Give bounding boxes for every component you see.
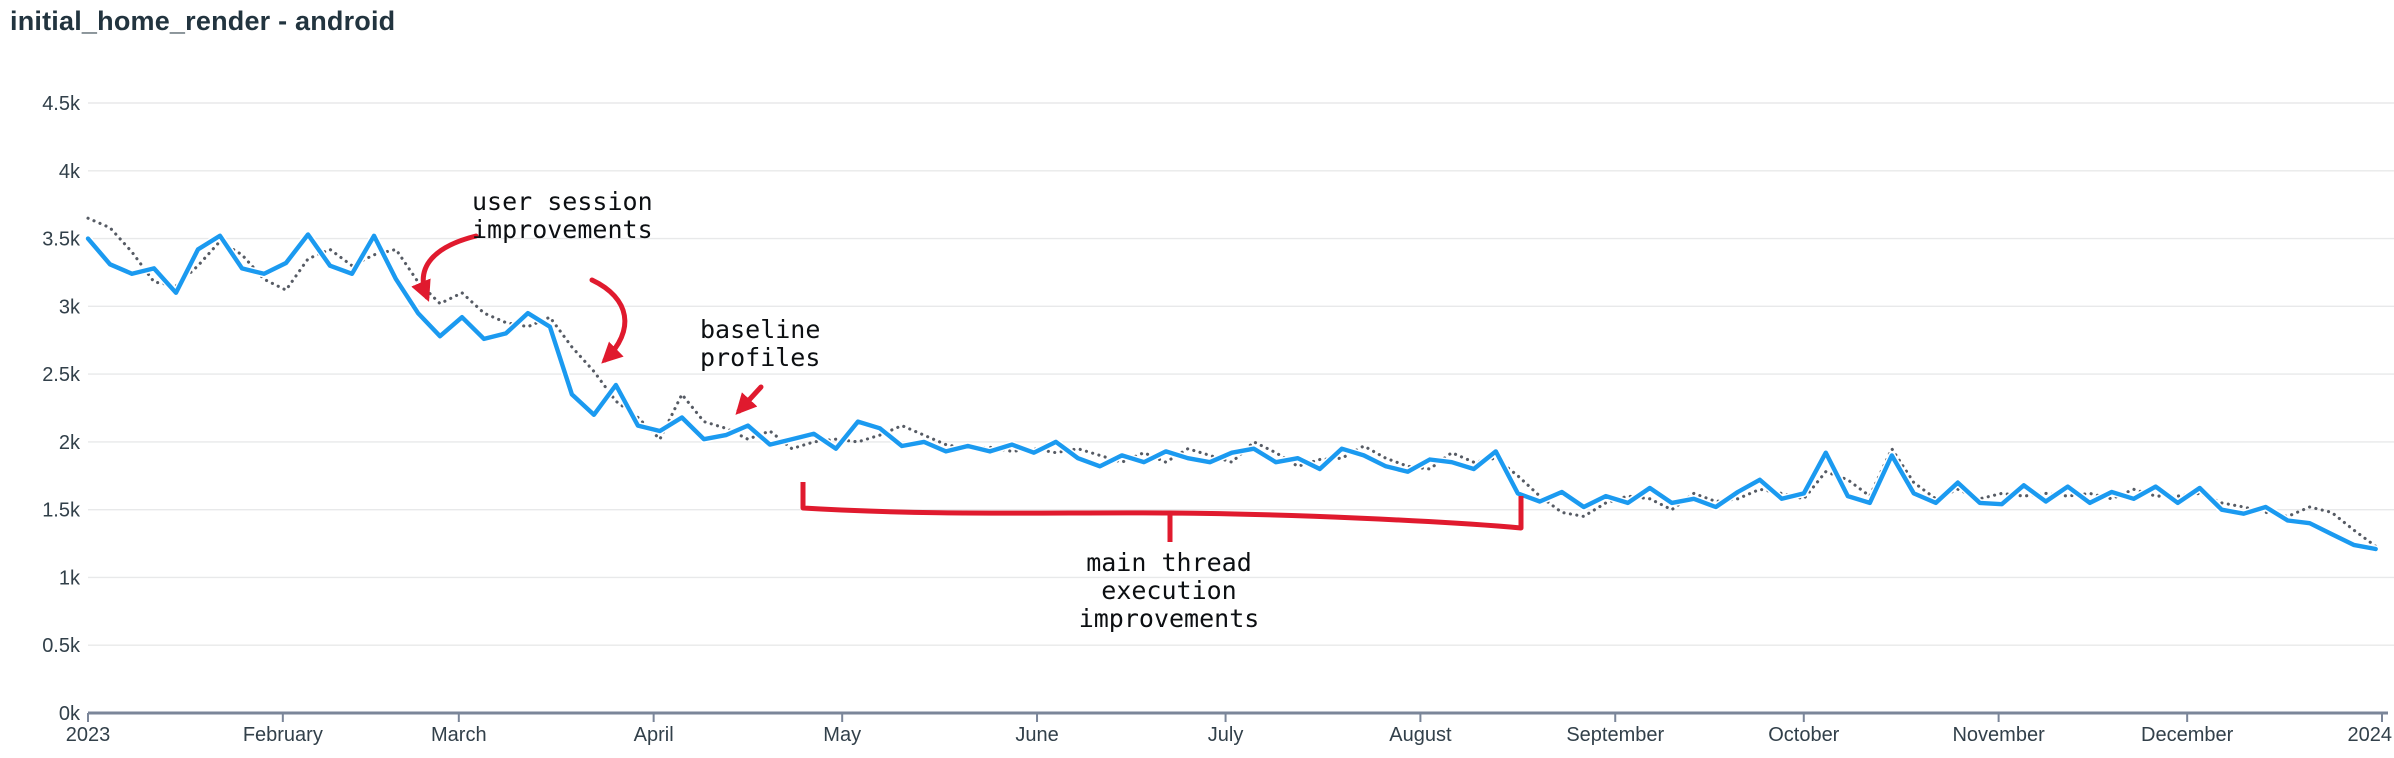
annotation-bracket-main-thread-execution-improvements (800, 482, 1524, 542)
series-lines (84, 216, 2380, 553)
x-tick-label: February (243, 724, 323, 746)
x-tick-label: September (1566, 724, 1664, 746)
dotted-series-line (86, 216, 2378, 548)
x-tick-label: 2023 (66, 724, 111, 746)
x-axis (87, 711, 2388, 722)
annotation-label-main-thread-execution-improvements: main thread execution improvements (1078, 548, 1260, 633)
x-axis-labels: 2023 February March April May June July August S… (66, 724, 2392, 746)
y-tick-label: 3.5k (42, 229, 81, 251)
annotation-arrow-user-session-improvements (589, 277, 628, 364)
x-tick-label: June (1015, 724, 1058, 746)
solid-series-casing (84, 230, 2380, 553)
y-tick-label: 2k (59, 432, 81, 454)
x-tick-label: December (2141, 724, 2234, 746)
x-tick-label: May (823, 724, 861, 746)
x-tick-label: 2024 (2348, 724, 2393, 746)
y-tick-label: 2.5k (42, 364, 81, 386)
y-tick-label: 1.5k (42, 500, 81, 522)
solid-series-line (85, 232, 2378, 552)
y-axis-labels: 0k 0.5k 1k 1.5k 2k 2.5k 3k 3.5k 4k 4.5k (42, 93, 81, 725)
x-tick-label: August (1389, 724, 1452, 746)
y-tick-label: 3k (59, 296, 81, 318)
x-tick-label: April (634, 724, 674, 746)
x-tick-label: October (1768, 724, 1839, 746)
gridlines (88, 102, 2394, 646)
annotation-label-baseline-profiles: baseline profiles (700, 315, 821, 372)
annotation-marks (411, 233, 1524, 542)
x-tick-label: November (1952, 724, 2045, 746)
x-tick-label: March (431, 724, 487, 746)
y-tick-label: 1k (59, 567, 81, 589)
x-tick-label: July (1208, 724, 1244, 746)
y-tick-label: 0.5k (42, 635, 81, 657)
y-tick-label: 4k (59, 161, 81, 183)
y-tick-label: 4.5k (42, 93, 81, 115)
annotation-arrow-user-session-improvements (411, 233, 479, 302)
chart-title: initial_home_render - android (10, 6, 396, 36)
annotation-arrow-baseline-profiles (735, 384, 764, 415)
annotation-label-user-session-improvements: user session improvements (472, 187, 653, 244)
y-tick-label: 0k (59, 703, 81, 725)
